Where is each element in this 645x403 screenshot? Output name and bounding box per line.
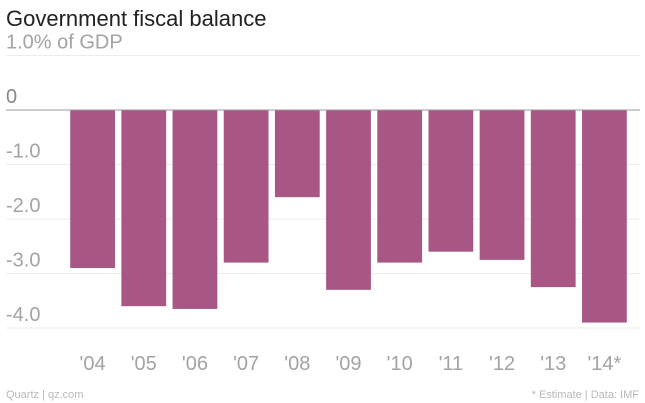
y-tick-label: 0 xyxy=(6,86,17,108)
y-tick-labels: 1.0% of GDP 0 -1.0 -2.0 -3.0 -4.0 xyxy=(6,32,123,327)
x-tick-label: '07 xyxy=(233,353,259,375)
y-tick-label: 1.0% of GDP xyxy=(6,32,123,54)
bar-1 xyxy=(121,110,167,307)
x-tick-label: '09 xyxy=(335,353,361,375)
x-tick-label: '08 xyxy=(284,353,310,375)
x-tick-label: '12 xyxy=(489,353,515,375)
x-tick-label: '13 xyxy=(540,353,566,375)
data-source-note: * Estimate | Data: IMF xyxy=(531,389,639,401)
bar-0 xyxy=(70,110,115,269)
bar-2 xyxy=(172,110,218,309)
x-tick-label: '14* xyxy=(587,353,621,375)
bar-5 xyxy=(326,110,371,290)
y-tick-label: -2.0 xyxy=(6,195,40,217)
y-tick-label: -1.0 xyxy=(6,141,40,163)
bar-6 xyxy=(377,110,423,263)
chart-title: Government fiscal balance xyxy=(6,6,267,31)
bar-3 xyxy=(223,110,269,263)
x-tick-labels: '04 '05 '06 '07 '08 '09 '10 '11 '12 '13 '14* xyxy=(80,353,622,375)
bar-7 xyxy=(428,110,474,252)
y-tick-label: -3.0 xyxy=(6,250,40,272)
source-credit: Quartz | qz.com xyxy=(6,389,84,401)
x-tick-label: '10 xyxy=(387,353,413,375)
bar-9 xyxy=(530,110,576,288)
x-tick-label: '05 xyxy=(131,353,157,375)
x-tick-label: '11 xyxy=(439,353,464,375)
bar-layer xyxy=(70,110,627,323)
bar-8 xyxy=(479,110,525,260)
bar-10 xyxy=(582,110,627,323)
x-tick-label: '04 xyxy=(80,353,106,375)
y-tick-label: -4.0 xyxy=(6,304,40,326)
x-tick-label: '06 xyxy=(182,353,208,375)
bar-4 xyxy=(274,110,320,198)
